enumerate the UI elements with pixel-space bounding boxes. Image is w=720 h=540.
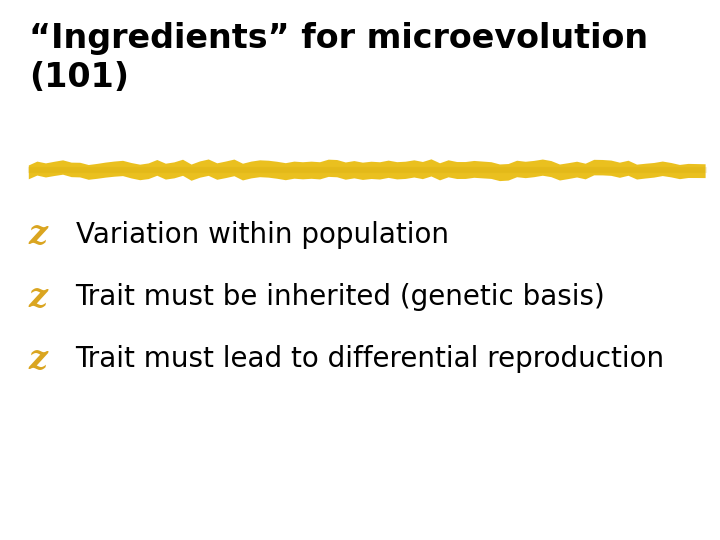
Text: Trait must be inherited (genetic basis): Trait must be inherited (genetic basis) <box>76 283 606 311</box>
Text: Variation within population: Variation within population <box>76 221 449 249</box>
Polygon shape <box>29 159 706 181</box>
Text: “Ingredients” for microevolution
(101): “Ingredients” for microevolution (101) <box>29 22 648 94</box>
Text: z: z <box>29 342 48 376</box>
Text: z: z <box>29 280 48 314</box>
Text: Trait must lead to differential reproduction: Trait must lead to differential reproduc… <box>76 345 665 373</box>
Text: z: z <box>29 218 48 252</box>
